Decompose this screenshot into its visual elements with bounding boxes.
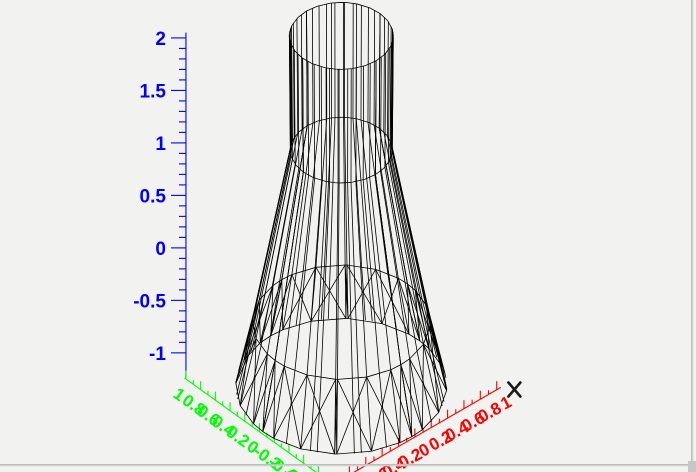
svg-text:1: 1	[155, 134, 166, 155]
svg-text:2: 2	[155, 29, 166, 50]
svg-text:1.5: 1.5	[140, 81, 167, 102]
svg-text:-1: -1	[149, 344, 166, 365]
svg-text:-0.5: -0.5	[133, 291, 166, 312]
svg-text:0: 0	[155, 239, 166, 260]
svg-text:0.5: 0.5	[140, 186, 167, 207]
